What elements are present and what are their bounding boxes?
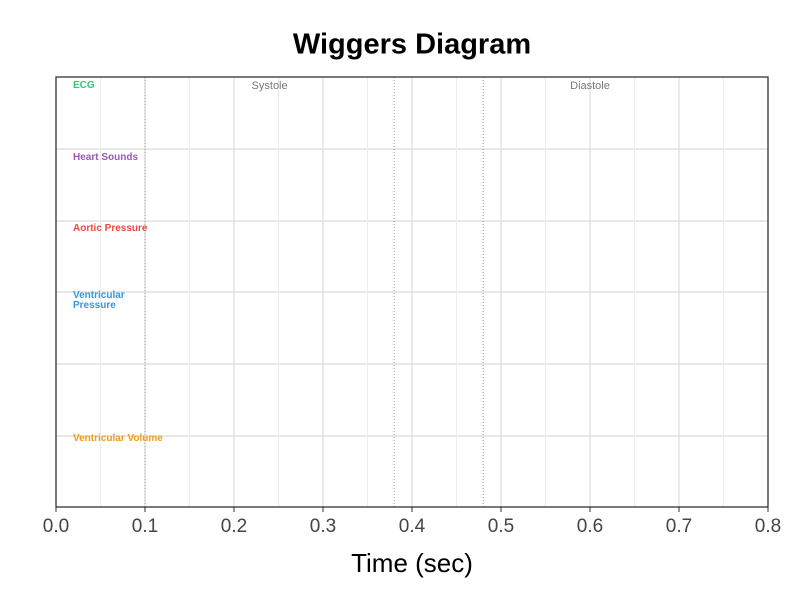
x-tick-label: 0.4	[399, 516, 426, 537]
track-label: Heart Sounds	[73, 152, 139, 163]
x-tick-label: 0.3	[310, 516, 336, 537]
track-label: ECG	[73, 80, 95, 91]
plot-frame	[55, 76, 769, 508]
track-label: Aortic Pressure	[73, 223, 148, 234]
x-tick-label: 0.2	[221, 516, 247, 537]
x-tick-label: 0.0	[43, 516, 69, 537]
x-tick-label: 0.5	[488, 516, 514, 537]
x-axis-label: Time (sec)	[351, 548, 473, 578]
x-tick-label: 0.7	[666, 516, 692, 537]
phase-label: Diastole	[570, 80, 610, 92]
phase-label: Systole	[252, 80, 288, 92]
x-tick-label: 0.8	[755, 516, 781, 537]
track-label: Ventricular Volume	[73, 433, 163, 444]
chart-title: Wiggers Diagram	[293, 29, 531, 61]
x-tick-label: 0.6	[577, 516, 603, 537]
track-label: Ventricular Pressure	[73, 290, 125, 311]
x-tick-label: 0.1	[132, 516, 158, 537]
